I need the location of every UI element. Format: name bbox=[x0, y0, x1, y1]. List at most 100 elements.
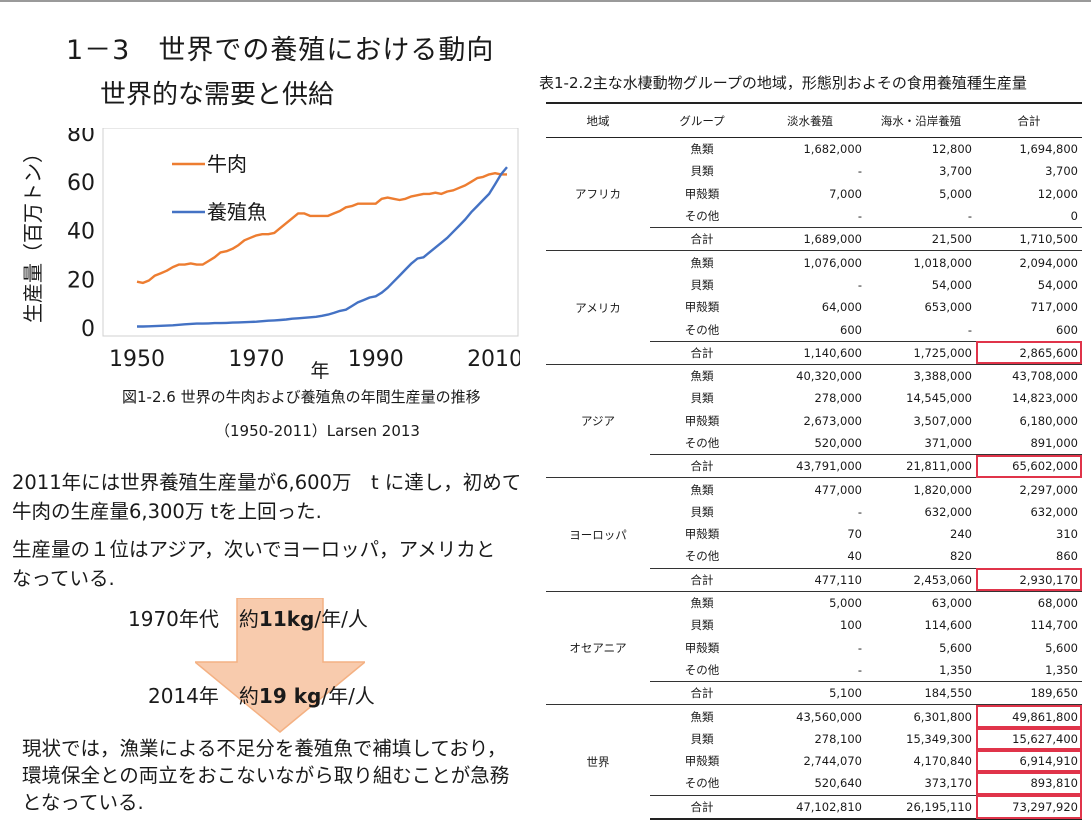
group-cell: 合計 bbox=[650, 227, 754, 251]
table-row: 貝類 278,000 14,545,000 14,823,000 bbox=[546, 387, 1082, 409]
table-row: 甲殻類 - 5,600 5,600 bbox=[546, 637, 1082, 659]
header-marine: 海水・沿岸養殖 bbox=[866, 102, 976, 138]
marine-cell: 114,600 bbox=[924, 618, 972, 633]
freshwater-cell: 100 bbox=[840, 618, 862, 633]
table-row: 甲殻類 64,000 653,000 717,000 bbox=[546, 296, 1082, 318]
table-row: 合計 47,102,810 26,195,110 73,297,920 bbox=[546, 794, 1082, 820]
paragraph-production: 2011年には世界養殖生産量が6,600万 t に達し，初めて牛肉の生産量6,3… bbox=[12, 471, 522, 523]
group-cell: その他 bbox=[684, 549, 720, 564]
total-cell: 2,297,000 bbox=[976, 477, 1082, 501]
group-cell: その他 bbox=[684, 322, 720, 337]
marine-cell: 4,170,840 bbox=[913, 754, 972, 769]
freshwater-cell: - bbox=[857, 662, 862, 677]
consumption-1970s-unit: /年/人 bbox=[314, 607, 368, 631]
marine-cell: 653,000 bbox=[924, 300, 972, 315]
marine-cell: 1,350 bbox=[939, 662, 972, 677]
marine-cell: 21,500 bbox=[866, 227, 976, 251]
freshwater-cell: 1,689,000 bbox=[754, 227, 866, 251]
table-body: アフリカ 魚類 1,682,000 12,800 1,694,800 貝類 -3,700 3,… bbox=[546, 136, 1082, 820]
table-row: 貝類 278,100 15,349,300 15,627,400 bbox=[546, 727, 1082, 751]
table-row: 貝類 - 3,700 3,700 bbox=[546, 160, 1082, 182]
freshwater-cell: - bbox=[857, 277, 862, 292]
table-row: その他 600 - 600 bbox=[546, 318, 1082, 341]
marine-cell: 1,725,000 bbox=[866, 340, 976, 365]
total-cell: 6,914,910 bbox=[976, 750, 1082, 773]
aquaculture-production-table: 地域 グループ 淡水養殖 海水・沿岸養殖 合計 アフリカ 魚類 1,682,000 1… bbox=[546, 102, 1082, 820]
group-cell: 甲殻類 bbox=[684, 413, 720, 428]
freshwater-cell: 278,000 bbox=[814, 391, 862, 406]
freshwater-cell: 40,320,000 bbox=[754, 363, 866, 388]
total-cell: 3,700 bbox=[1045, 164, 1078, 179]
total-cell: 860 bbox=[1056, 549, 1078, 564]
figure-source: （1950-2011）Larsen 2013 bbox=[215, 422, 420, 440]
table-row: ヨーロッパ 魚類 477,000 1,820,000 2,297,000 bbox=[546, 477, 1082, 592]
down-arrow-shape bbox=[195, 598, 365, 733]
table-row: 貝類 100 114,600 114,700 bbox=[546, 614, 1082, 636]
region-cell: アジア bbox=[546, 363, 650, 478]
region-cell: アフリカ bbox=[546, 136, 650, 251]
freshwater-cell: 47,102,810 bbox=[754, 794, 866, 820]
table-row: 合計 1,140,600 1,725,000 2,865,600 bbox=[546, 340, 1082, 365]
marine-cell: 373,170 bbox=[924, 776, 972, 791]
table-row: その他 520,640 373,170 893,810 bbox=[546, 772, 1082, 796]
marine-cell: 54,000 bbox=[931, 277, 972, 292]
region-cell: 世界 bbox=[546, 704, 650, 819]
total-cell: 2,865,600 bbox=[976, 340, 1082, 365]
total-cell: 0 bbox=[1070, 209, 1078, 224]
group-cell: 甲殻類 bbox=[684, 300, 720, 315]
group-cell: 甲殻類 bbox=[684, 186, 720, 201]
total-cell: 891,000 bbox=[1030, 436, 1078, 450]
total-cell: 12,000 bbox=[1037, 186, 1078, 201]
series-line-1 bbox=[137, 166, 508, 328]
table-row: 合計 5,100 184,550 189,650 bbox=[546, 681, 1082, 705]
paragraph-conclusion: 現状では，漁業による不足分を養殖魚で補填しており，環境保全との両立をおこないなが… bbox=[22, 737, 510, 814]
table-row: 甲殻類 7,000 5,000 12,000 bbox=[546, 183, 1082, 205]
marine-cell: 3,700 bbox=[939, 164, 972, 179]
consumption-1970s: 1970年代 約11kg/年/人 bbox=[128, 603, 368, 632]
table-row: アメリカ 魚類 1,076,000 1,018,000 2,094,000 bbox=[546, 250, 1082, 365]
group-cell: 合計 bbox=[650, 794, 754, 820]
total-cell: 310 bbox=[1056, 527, 1078, 542]
total-cell: 1,694,800 bbox=[976, 137, 1082, 161]
x-tick-label: 1990 bbox=[348, 347, 404, 372]
group-cell: 魚類 bbox=[650, 250, 754, 274]
consumption-2014-value: 19 kg bbox=[258, 684, 322, 708]
table-header-row: 地域 グループ 淡水養殖 海水・沿岸養殖 合計 bbox=[546, 102, 1082, 138]
marine-cell: 632,000 bbox=[924, 504, 972, 519]
table-row: アジア 魚類 40,320,000 3,388,000 43,708,000 bbox=[546, 363, 1082, 478]
table-row: その他 - - 0 bbox=[546, 205, 1082, 228]
group-cell: 甲殻類 bbox=[684, 527, 720, 542]
marine-cell: 5,600 bbox=[939, 640, 972, 655]
group-cell: 合計 bbox=[650, 681, 754, 705]
consumption-2014-prefix: 2014年 約 bbox=[148, 684, 259, 708]
plot-frame bbox=[102, 128, 519, 337]
marine-cell: 184,550 bbox=[866, 681, 976, 705]
y-axis-title: 生産量（百万トン） bbox=[21, 143, 45, 323]
marine-cell: - bbox=[967, 322, 972, 337]
legend-label-0: 牛肉 bbox=[207, 152, 247, 176]
freshwater-cell: 520,000 bbox=[814, 436, 862, 450]
table-row: その他 520,000 371,000 891,000 bbox=[546, 432, 1082, 455]
group-cell: 魚類 bbox=[650, 590, 754, 615]
marine-cell: 63,000 bbox=[866, 590, 976, 615]
total-cell: 893,810 bbox=[976, 772, 1082, 796]
top-border bbox=[0, 0, 1091, 2]
group-cell: その他 bbox=[684, 436, 720, 450]
table-row: オセアニア 魚類 5,000 63,000 68,000 bbox=[546, 590, 1082, 705]
total-cell: 15,627,400 bbox=[976, 727, 1082, 751]
header-region: 地域 bbox=[546, 102, 650, 138]
x-tick-label: 2010 bbox=[467, 347, 520, 372]
marine-cell: 3,507,000 bbox=[913, 413, 972, 428]
y-tick-label: 40 bbox=[67, 220, 95, 245]
marine-cell: 15,349,300 bbox=[906, 731, 972, 746]
marine-cell: 820 bbox=[950, 549, 972, 564]
total-cell: 632,000 bbox=[1030, 504, 1078, 519]
total-cell: 2,094,000 bbox=[976, 250, 1082, 274]
group-cell: 甲殻類 bbox=[684, 640, 720, 655]
region-cell: アメリカ bbox=[546, 250, 650, 365]
freshwater-cell: 278,100 bbox=[814, 731, 862, 746]
freshwater-cell: 600 bbox=[840, 322, 862, 337]
x-tick-label: 1970 bbox=[228, 347, 284, 372]
freshwater-cell: - bbox=[857, 209, 862, 224]
table-row: 合計 43,791,000 21,811,000 65,602,000 bbox=[546, 454, 1082, 478]
